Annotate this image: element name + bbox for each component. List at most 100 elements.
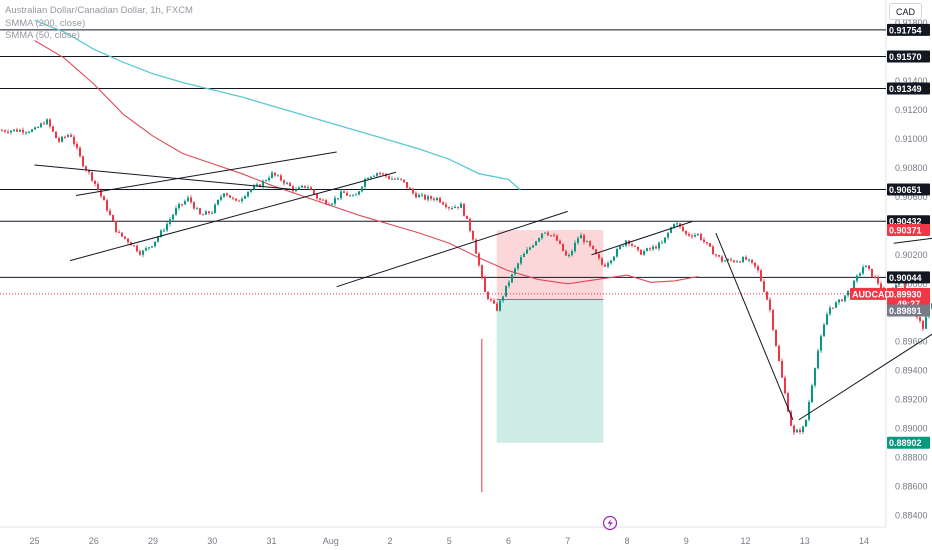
candle-body	[151, 246, 153, 248]
candle-body	[472, 230, 474, 240]
candle-body	[397, 178, 399, 180]
trendlines[interactable]	[34, 151, 932, 421]
candle-body	[304, 185, 306, 188]
candle-body	[22, 129, 24, 133]
stop-price-tag: 0.90371	[889, 226, 922, 236]
candle-body	[922, 320, 924, 329]
x-tick-label: 30	[207, 536, 217, 546]
candle-body	[277, 175, 279, 177]
candle-body	[445, 204, 447, 208]
level-price-tag: 0.90432	[889, 217, 922, 227]
candle-body	[697, 233, 699, 236]
currency-button[interactable]: CAD	[889, 3, 922, 20]
candle-body	[724, 260, 726, 262]
candle-body	[481, 265, 483, 278]
candle-body	[688, 233, 690, 236]
candle-body	[85, 166, 87, 171]
candle-body	[796, 429, 798, 433]
candle-body	[379, 173, 381, 175]
candle-body	[871, 268, 873, 277]
candle-body	[640, 249, 642, 255]
candle-body	[352, 195, 354, 197]
short-position-tool[interactable]	[0, 230, 886, 443]
candle-body	[325, 199, 327, 205]
candle-body	[583, 235, 585, 242]
candle-body	[349, 195, 351, 197]
candle-body	[289, 182, 291, 187]
candle-body	[298, 187, 300, 190]
level-price-tag: 0.90044	[889, 273, 922, 283]
candle-body	[409, 187, 411, 189]
candle-body	[49, 119, 51, 127]
candle-body	[676, 223, 678, 225]
candle-body	[1, 130, 3, 132]
candle-body	[568, 255, 570, 257]
candle-body	[331, 203, 333, 205]
candle-body	[460, 203, 462, 208]
level-price-tag-bg	[887, 82, 930, 95]
candle-body	[34, 127, 36, 130]
trendline	[34, 164, 296, 191]
tradingview-logo-icon	[602, 515, 618, 531]
candle-body	[244, 196, 246, 199]
candle-body	[775, 329, 777, 346]
candle-body	[763, 281, 765, 292]
horizontal-levels[interactable]	[0, 29, 886, 278]
trendline	[798, 333, 932, 421]
price-axis[interactable]: 0.91800 0.91400 0.91200 0.91000 0.90800 0.906…	[895, 18, 928, 520]
candle-body	[184, 201, 186, 205]
candle-body	[601, 258, 603, 265]
candle-body	[391, 178, 393, 180]
level-price-tag-bg	[887, 183, 930, 196]
candle-body	[637, 246, 639, 250]
candle-body	[241, 198, 243, 202]
smma200-line	[34, 19, 521, 191]
candle-body	[814, 368, 816, 386]
candle-body	[868, 265, 870, 269]
candle-body	[664, 237, 666, 243]
legend-smma200: SMMA (200, close)	[5, 17, 86, 29]
candle-body	[187, 197, 189, 202]
candle-body	[175, 208, 177, 215]
candle-body	[511, 274, 513, 283]
candle-body	[682, 226, 684, 231]
candle-body	[499, 300, 501, 311]
y-tick-label: 0.89400	[895, 366, 928, 376]
time-axis[interactable]: 25 26 29 30 31 Aug 2 5 6 7 8 9 12 13 14	[29, 536, 869, 546]
candle-body	[757, 266, 759, 271]
candle-body	[418, 194, 420, 198]
candle-body	[259, 184, 261, 188]
symbol-tag: AUDCAD	[852, 289, 891, 299]
candle-body	[502, 296, 504, 301]
candle-body	[172, 214, 174, 220]
candle-body	[343, 191, 345, 193]
candle-body	[124, 236, 126, 239]
candle-body	[622, 245, 624, 247]
candle-body	[442, 202, 444, 205]
candle-body	[793, 425, 795, 433]
candle-body	[394, 178, 396, 180]
legend-title: Australian Dollar/Canadian Dollar, 1h, F…	[5, 5, 193, 16]
candle-body	[718, 255, 720, 257]
candle-body	[64, 136, 66, 138]
candle-body	[478, 253, 480, 266]
candle-body	[163, 230, 165, 232]
y-tick-label: 0.91000	[895, 134, 928, 144]
candle-body	[802, 426, 804, 433]
candle-body	[43, 123, 45, 125]
candle-body	[571, 251, 573, 256]
candle-body	[835, 302, 837, 308]
candle-body	[586, 241, 588, 243]
price-tags: 0.91754 0.91570 0.91349 0.90651 0.90432 0.900…	[850, 23, 930, 449]
candle-body	[490, 299, 492, 301]
candle-body	[895, 284, 897, 289]
candle-body	[667, 232, 669, 238]
candle-body	[448, 207, 450, 209]
candle-body	[607, 263, 609, 267]
candle-body	[463, 203, 465, 216]
candle-body	[91, 172, 93, 181]
candle-body	[19, 129, 21, 132]
candle-body	[631, 243, 633, 246]
candle-body	[370, 176, 372, 179]
